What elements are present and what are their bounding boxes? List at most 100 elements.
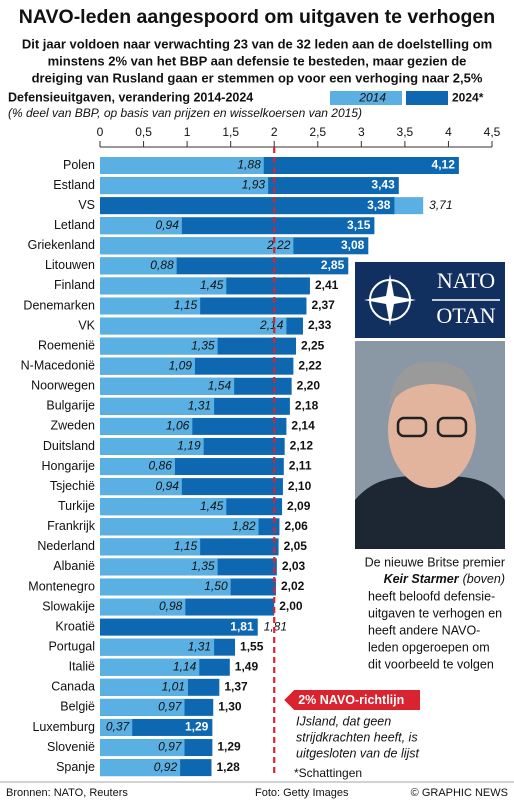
category-label: Nederland (37, 539, 95, 553)
value-label: 1,01 (162, 679, 185, 693)
value-label: 1,50 (204, 579, 228, 593)
note-line: strijdkrachten heeft, is (296, 730, 418, 744)
value-label: 2,02 (281, 579, 305, 593)
caption-line: heeft andere NAVO- (368, 623, 480, 637)
value-label: 1,09 (169, 358, 193, 372)
value-label: 3,71 (429, 198, 452, 212)
note-line: uitgesloten van de lijst (296, 746, 420, 760)
category-label: Bulgarije (46, 399, 95, 413)
value-label: 1,54 (208, 378, 232, 392)
bar (100, 538, 201, 556)
bar (100, 698, 185, 716)
value-label: 2,14 (259, 318, 284, 332)
bar (100, 377, 235, 395)
bar (100, 417, 193, 435)
bar (100, 598, 186, 616)
x-tick-label: 1,5 (222, 125, 239, 139)
bar (100, 217, 182, 235)
value-label: 1,28 (217, 760, 241, 774)
x-tick-label: 2 (271, 125, 278, 139)
category-label: N-Macedonië (21, 358, 95, 372)
category-label: Spanje (56, 760, 95, 774)
bar (100, 458, 175, 476)
value-label: 2,41 (315, 278, 339, 292)
bar (100, 618, 258, 636)
chart-subtitle: (% deel van BBP, op basis van prijzen en… (8, 106, 362, 120)
value-label: 1,45 (200, 278, 224, 292)
bar (100, 257, 177, 275)
category-label: VK (78, 318, 95, 332)
value-label: 1,88 (237, 158, 261, 172)
value-label: 1,82 (232, 519, 256, 533)
caption-line: uitgaven te verhogen en (368, 606, 502, 620)
bar (100, 498, 227, 516)
note: IJsland, dat geen strijdkrachten heeft, … (294, 714, 420, 780)
bar (100, 518, 259, 536)
bar (100, 558, 218, 576)
plot: 2014 2024* 0 0,5 1 1,5 2 2,5 3 3,5 4 4,5 Polen 1,88 4,… (21, 91, 501, 777)
category-label: Frankrijk (47, 519, 96, 533)
category-label: Denemarken (23, 298, 95, 312)
x-tick-label: 2,5 (309, 125, 326, 139)
legend-label: 2024* (452, 91, 484, 105)
category-label: Letland (54, 218, 95, 232)
value-label: 0,97 (158, 700, 183, 714)
category-label: Kroatië (55, 619, 95, 633)
sources: Bronnen: NATO, Reuters (6, 787, 128, 799)
value-label: 1,81 (230, 619, 254, 633)
bar (100, 317, 287, 335)
category-label: Hongarije (41, 459, 95, 473)
value-label: 1,55 (240, 639, 264, 653)
caption-line: heeft beloofd defensie- (368, 589, 495, 603)
bar (100, 658, 200, 676)
value-label: 1,29 (185, 720, 209, 734)
footnote: *Schattingen (294, 766, 362, 780)
value-label: 0,92 (154, 760, 178, 774)
bar (100, 638, 215, 656)
category-label: Portugal (48, 639, 95, 653)
chart-title: Defensieuitgaven, verandering 2014-2024 (8, 90, 253, 104)
value-label: 2,20 (297, 378, 321, 392)
logo-star (364, 274, 416, 326)
value-label: 2,09 (287, 499, 311, 513)
caption-line: Keir Starmer (boven) (384, 572, 505, 586)
logo-text: NATO (437, 268, 495, 293)
value-label: 1,14 (173, 659, 197, 673)
nato-logo: NATO OTAN (355, 262, 505, 338)
bar (100, 197, 395, 215)
x-tick-label: 3,5 (397, 125, 414, 139)
note-line: IJsland, dat geen (296, 714, 391, 728)
value-label: 3,38 (367, 198, 391, 212)
value-label: 1,81 (264, 619, 287, 633)
reference-label: 2% NAVO-richtlijn (298, 693, 404, 707)
category-label: Roemenië (38, 338, 95, 352)
photo-glasses (396, 416, 428, 438)
category-label: Canada (51, 680, 95, 694)
category-label: Montenegro (28, 579, 95, 593)
legend-swatch (330, 91, 402, 105)
caption-line: dit voorbeeld te volgen (368, 657, 494, 671)
value-label: 0,97 (158, 740, 183, 754)
category-label: VS (78, 198, 95, 212)
subtitle: Dit jaar voldoen naar verwachting 23 van… (22, 36, 492, 51)
value-label: 1,30 (218, 700, 242, 714)
category-label: Polen (63, 158, 95, 172)
value-label: 2,06 (284, 519, 308, 533)
value-label: 0,94 (156, 218, 180, 232)
bar (100, 678, 188, 696)
value-label: 1,49 (235, 659, 259, 673)
bar (100, 177, 269, 195)
bar (100, 718, 133, 736)
reference-arrow (284, 690, 420, 710)
bar (100, 739, 185, 757)
value-label: 3,08 (341, 238, 365, 252)
category-label: Noorwegen (31, 379, 95, 393)
photo (355, 341, 505, 549)
bar (100, 337, 218, 355)
bar (100, 297, 201, 315)
bar (100, 357, 195, 375)
credit: © GRAPHIC NEWS (411, 787, 508, 799)
category-label: Estland (53, 178, 95, 192)
bar (100, 478, 182, 496)
